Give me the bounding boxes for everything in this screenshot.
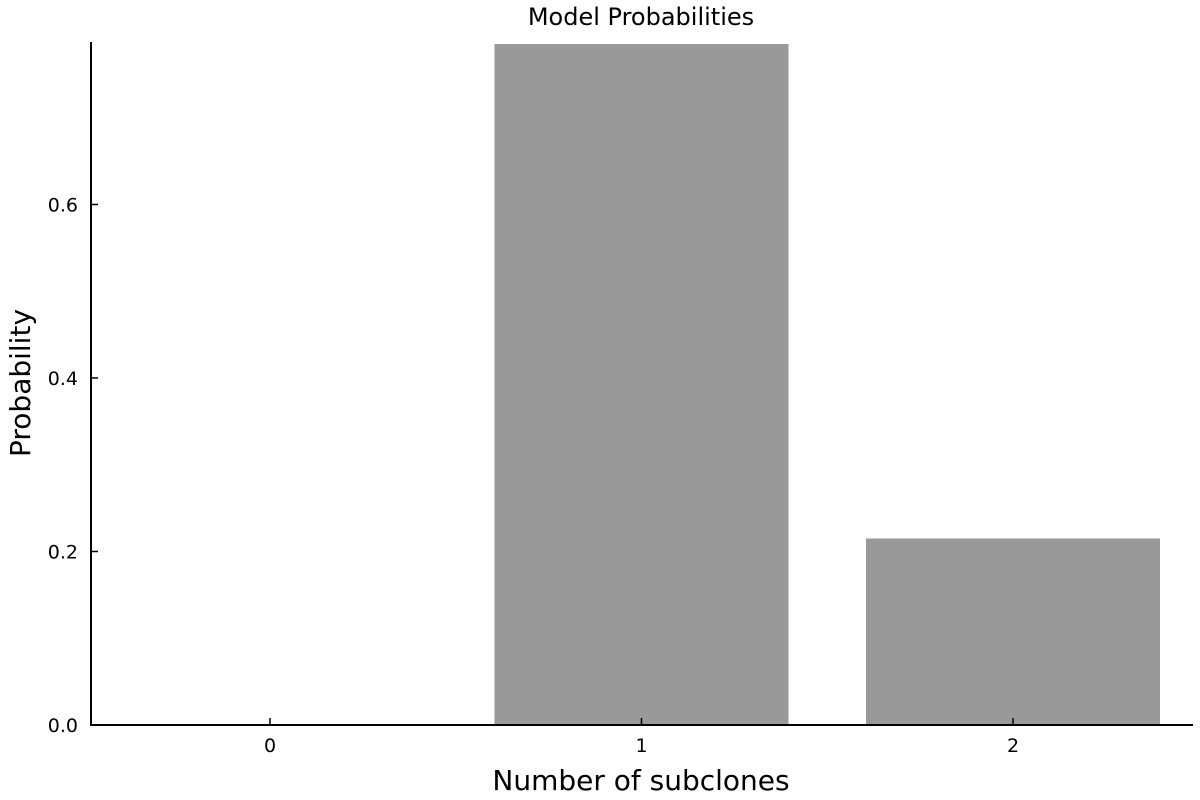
bar-2 (866, 538, 1160, 725)
chart-title: Model Probabilities (528, 3, 754, 31)
bars-layer (494, 44, 1160, 725)
x-tick-label-0: 0 (264, 735, 276, 757)
y-tick-label-1: 0.2 (48, 541, 78, 563)
y-tick-label-3: 0.6 (48, 194, 78, 216)
x-axis-label: Number of subclones (492, 764, 789, 797)
x-tick-label-1: 1 (635, 735, 647, 757)
x-tick-label-2: 2 (1007, 735, 1019, 757)
y-tick-label-0: 0.0 (48, 715, 78, 737)
bar-1 (494, 44, 789, 725)
y-tick-label-2: 0.4 (48, 368, 78, 390)
y-axis-label: Probability (4, 309, 37, 457)
ticks-layer: 0 1 2 0.0 0.2 0.4 0.6 (48, 194, 1019, 757)
